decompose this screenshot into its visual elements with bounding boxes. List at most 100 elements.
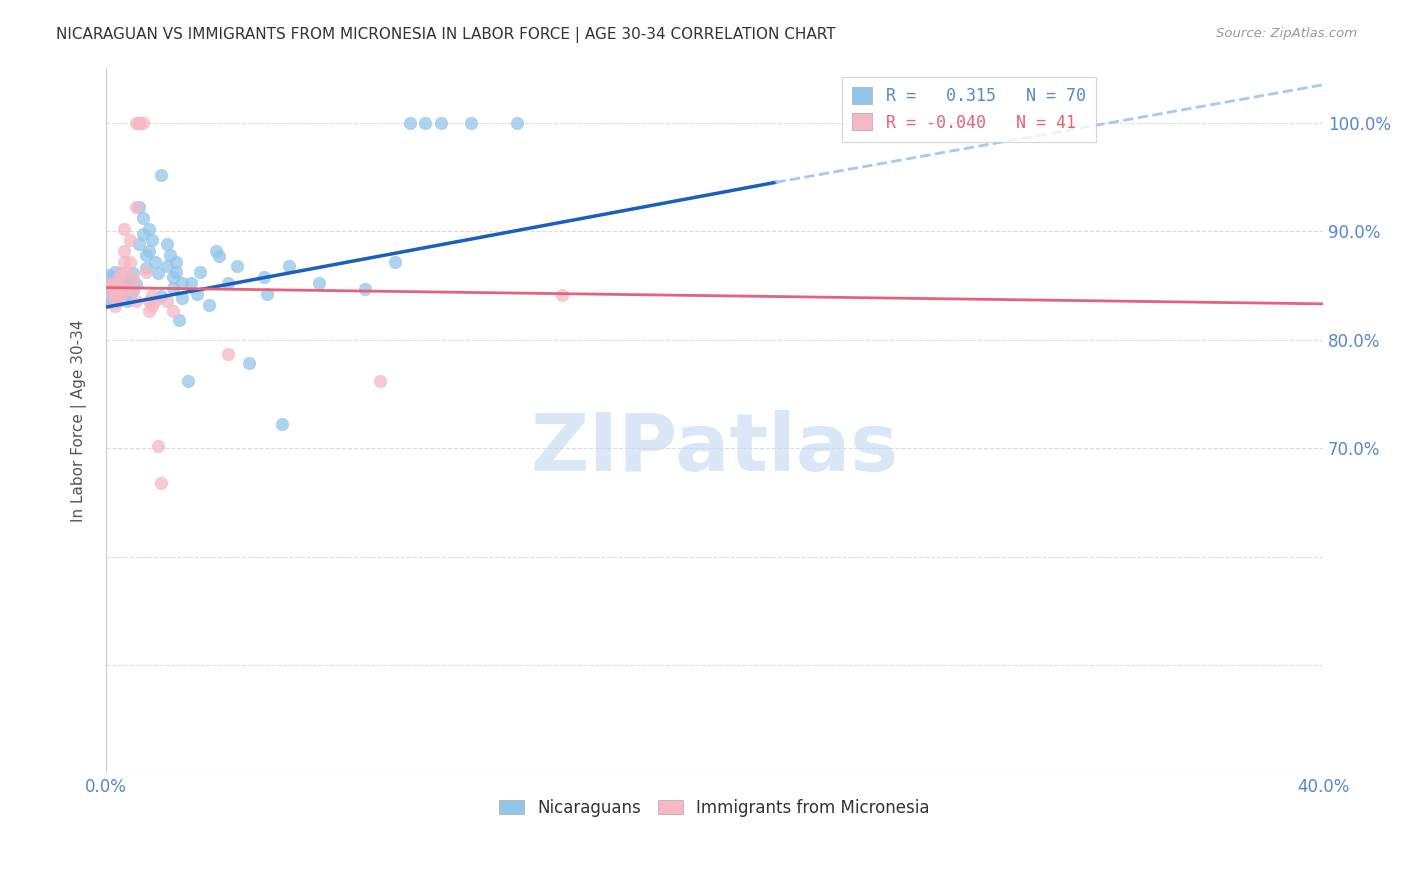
Point [107, 283, 129, 297]
Point [225, 259, 247, 273]
Point [110, 288, 132, 302]
Point [107, 272, 129, 286]
Point [135, 261, 157, 276]
Point [138, 244, 160, 258]
Point [104, 277, 127, 291]
Point [146, 439, 169, 453]
Point [238, 357, 260, 371]
Legend: Nicaraguans, Immigrants from Micronesia: Nicaraguans, Immigrants from Micronesia [491, 790, 938, 825]
Point [162, 269, 184, 284]
Point [138, 304, 160, 318]
Point [120, 233, 142, 247]
Point [128, 116, 150, 130]
Point [125, 293, 148, 308]
Point [429, 116, 451, 130]
Point [122, 267, 145, 281]
Point [384, 254, 406, 268]
Point [353, 282, 375, 296]
Point [165, 265, 187, 279]
Point [131, 211, 153, 226]
Point [135, 265, 157, 279]
Point [256, 287, 278, 301]
Point [128, 237, 150, 252]
Point [125, 116, 148, 130]
Text: ZIPatlas: ZIPatlas [530, 410, 898, 488]
Point [141, 288, 163, 302]
Point [135, 248, 157, 262]
Point [156, 237, 179, 252]
Point [162, 280, 184, 294]
Point [506, 116, 529, 130]
Point [415, 116, 437, 130]
Point [149, 168, 172, 182]
Point [141, 299, 163, 313]
Point [122, 283, 145, 297]
Point [104, 277, 127, 292]
Point [101, 269, 124, 284]
Point [143, 254, 166, 268]
Point [104, 288, 127, 302]
Point [460, 116, 482, 130]
Point [128, 116, 150, 130]
Point [141, 233, 163, 247]
Point [107, 283, 129, 297]
Point [138, 293, 160, 308]
Point [177, 374, 200, 388]
Point [117, 277, 139, 292]
Point [125, 200, 148, 214]
Point [143, 293, 166, 308]
Point [131, 227, 153, 242]
Point [112, 222, 135, 236]
Point [117, 293, 139, 308]
Point [186, 287, 208, 301]
Text: NICARAGUAN VS IMMIGRANTS FROM MICRONESIA IN LABOR FORCE | AGE 30-34 CORRELATION : NICARAGUAN VS IMMIGRANTS FROM MICRONESIA… [56, 27, 835, 43]
Point [110, 267, 132, 281]
Point [94, 278, 117, 293]
Point [112, 283, 135, 297]
Point [112, 254, 135, 268]
Point [156, 293, 179, 308]
Point [128, 116, 150, 130]
Point [146, 267, 169, 281]
Point [399, 116, 422, 130]
Point [107, 272, 129, 286]
Point [120, 288, 142, 302]
Point [117, 265, 139, 279]
Point [188, 265, 211, 279]
Point [101, 280, 124, 294]
Point [101, 277, 124, 292]
Point [98, 268, 121, 282]
Point [101, 288, 124, 302]
Point [149, 475, 172, 490]
Point [162, 304, 184, 318]
Point [104, 285, 127, 300]
Point [98, 294, 121, 309]
Point [112, 244, 135, 258]
Point [277, 259, 299, 273]
Point [149, 289, 172, 303]
Point [198, 298, 221, 312]
Point [131, 116, 153, 130]
Point [551, 288, 574, 302]
Point [122, 283, 145, 297]
Point [217, 277, 239, 291]
Point [117, 283, 139, 297]
Point [217, 347, 239, 361]
Point [138, 222, 160, 236]
Point [107, 293, 129, 308]
Point [104, 265, 127, 279]
Point [120, 254, 142, 268]
Point [110, 288, 132, 302]
Point [308, 277, 330, 291]
Point [253, 269, 276, 284]
Point [110, 277, 132, 292]
Point [156, 259, 179, 273]
Point [125, 277, 148, 292]
Point [159, 248, 181, 262]
Point [368, 374, 391, 388]
Point [104, 299, 127, 313]
Point [167, 313, 190, 327]
Point [120, 272, 142, 286]
Point [165, 254, 187, 268]
Point [98, 277, 121, 292]
